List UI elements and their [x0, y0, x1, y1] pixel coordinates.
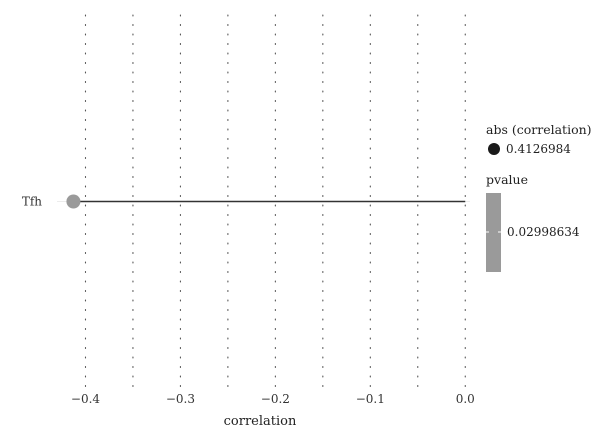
y-axis-tick-labels: Tfh [22, 195, 42, 209]
legend-color-title: pvalue [486, 172, 528, 187]
legend-color-label: 0.02998634 [507, 225, 580, 239]
x-tick-label-1: −0.3 [166, 392, 195, 406]
legend: abs (correlation) 0.4126984 pvalue 0.029… [486, 122, 592, 272]
legend-size-key [488, 143, 500, 155]
x-tick-label-3: −0.1 [356, 392, 385, 406]
point-Tfh [66, 194, 81, 209]
x-tick-label-2: −0.2 [261, 392, 290, 406]
x-axis-title: correlation [224, 414, 297, 429]
y-tick-label-Tfh: Tfh [22, 195, 42, 209]
legend-size-title: abs (correlation) [486, 122, 592, 137]
data-points [66, 194, 81, 209]
x-tick-label-4: 0.0 [456, 392, 475, 406]
x-axis-tick-labels: −0.4 −0.3 −0.2 −0.1 0.0 [71, 392, 475, 406]
x-tick-label-0: −0.4 [71, 392, 101, 406]
legend-size-label: 0.4126984 [506, 142, 571, 156]
legend-colorbar [486, 193, 501, 272]
